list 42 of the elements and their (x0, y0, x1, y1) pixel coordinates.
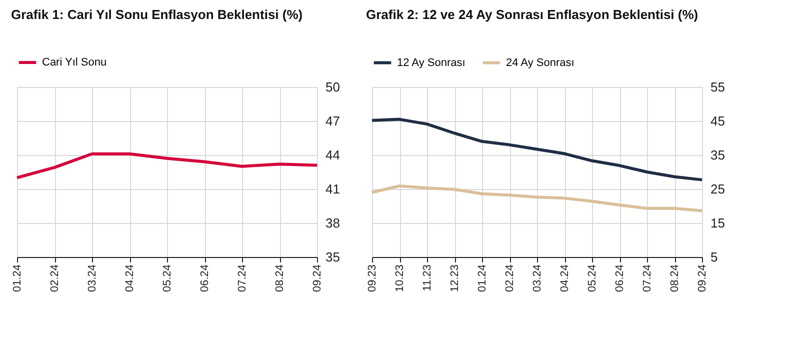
line-series (370, 184, 704, 212)
x-tick-label: 02.24 (49, 264, 61, 292)
x-tick-label: 01.24 (476, 264, 488, 292)
x-tick-label: 05.24 (162, 264, 174, 292)
y-tick-label: 45 (710, 114, 725, 128)
x-tick-label: 02.24 (504, 264, 516, 292)
x-tick-label: 08.24 (669, 264, 681, 292)
legend-label: Cari Yıl Sonu (42, 56, 107, 68)
x-tick-label: 09.24 (696, 264, 708, 292)
y-tick-label: 5 (710, 250, 718, 264)
x-tick-label: 04.24 (559, 264, 571, 292)
x-tick-label: 07.24 (642, 264, 654, 292)
x-tick-label: 07.24 (236, 264, 248, 292)
x-tick-label: 03.24 (86, 264, 98, 292)
y-tick-label: 47 (326, 114, 340, 128)
y-tick-label: 35 (710, 148, 725, 162)
x-tick-label: 10.23 (394, 264, 406, 292)
x-tick-label: 09.23 (366, 264, 378, 292)
chart-title: Grafik 1: Cari Yıl Sonu Enflasyon Beklentisi (%) (11, 7, 303, 22)
x-tick-label: 08.24 (274, 264, 286, 292)
x-tick-label: 09.24 (312, 264, 324, 292)
y-tick-label: 41 (326, 182, 340, 196)
y-tick-label: 38 (326, 216, 340, 230)
y-tick-label: 44 (326, 148, 340, 162)
x-tick-label: 06.24 (614, 264, 626, 292)
chart-title: Grafik 2: 12 ve 24 Ay Sonrası Enflasyon Beklentisi (%) (366, 7, 698, 22)
x-tick-label: 12.23 (449, 264, 461, 292)
x-tick-label: 11.23 (422, 264, 434, 292)
y-tick-label: 25 (710, 182, 725, 196)
x-tick-label: 05.24 (586, 264, 598, 292)
x-tick-label: 03.24 (532, 264, 544, 292)
y-tick-label: 50 (326, 80, 340, 94)
legend-label: 12 Ay Sonrası (397, 56, 466, 69)
x-tick-label: 06.24 (199, 264, 211, 292)
line-series (370, 118, 704, 182)
x-tick-label: 01.24 (12, 264, 24, 292)
legend-label: 24 Ay Sonrası (506, 56, 574, 69)
y-tick-label: 35 (326, 250, 340, 264)
y-tick-label: 55 (710, 80, 725, 94)
line-series (16, 152, 318, 180)
x-tick-label: 04.24 (124, 264, 136, 292)
y-tick-label: 15 (710, 216, 725, 230)
